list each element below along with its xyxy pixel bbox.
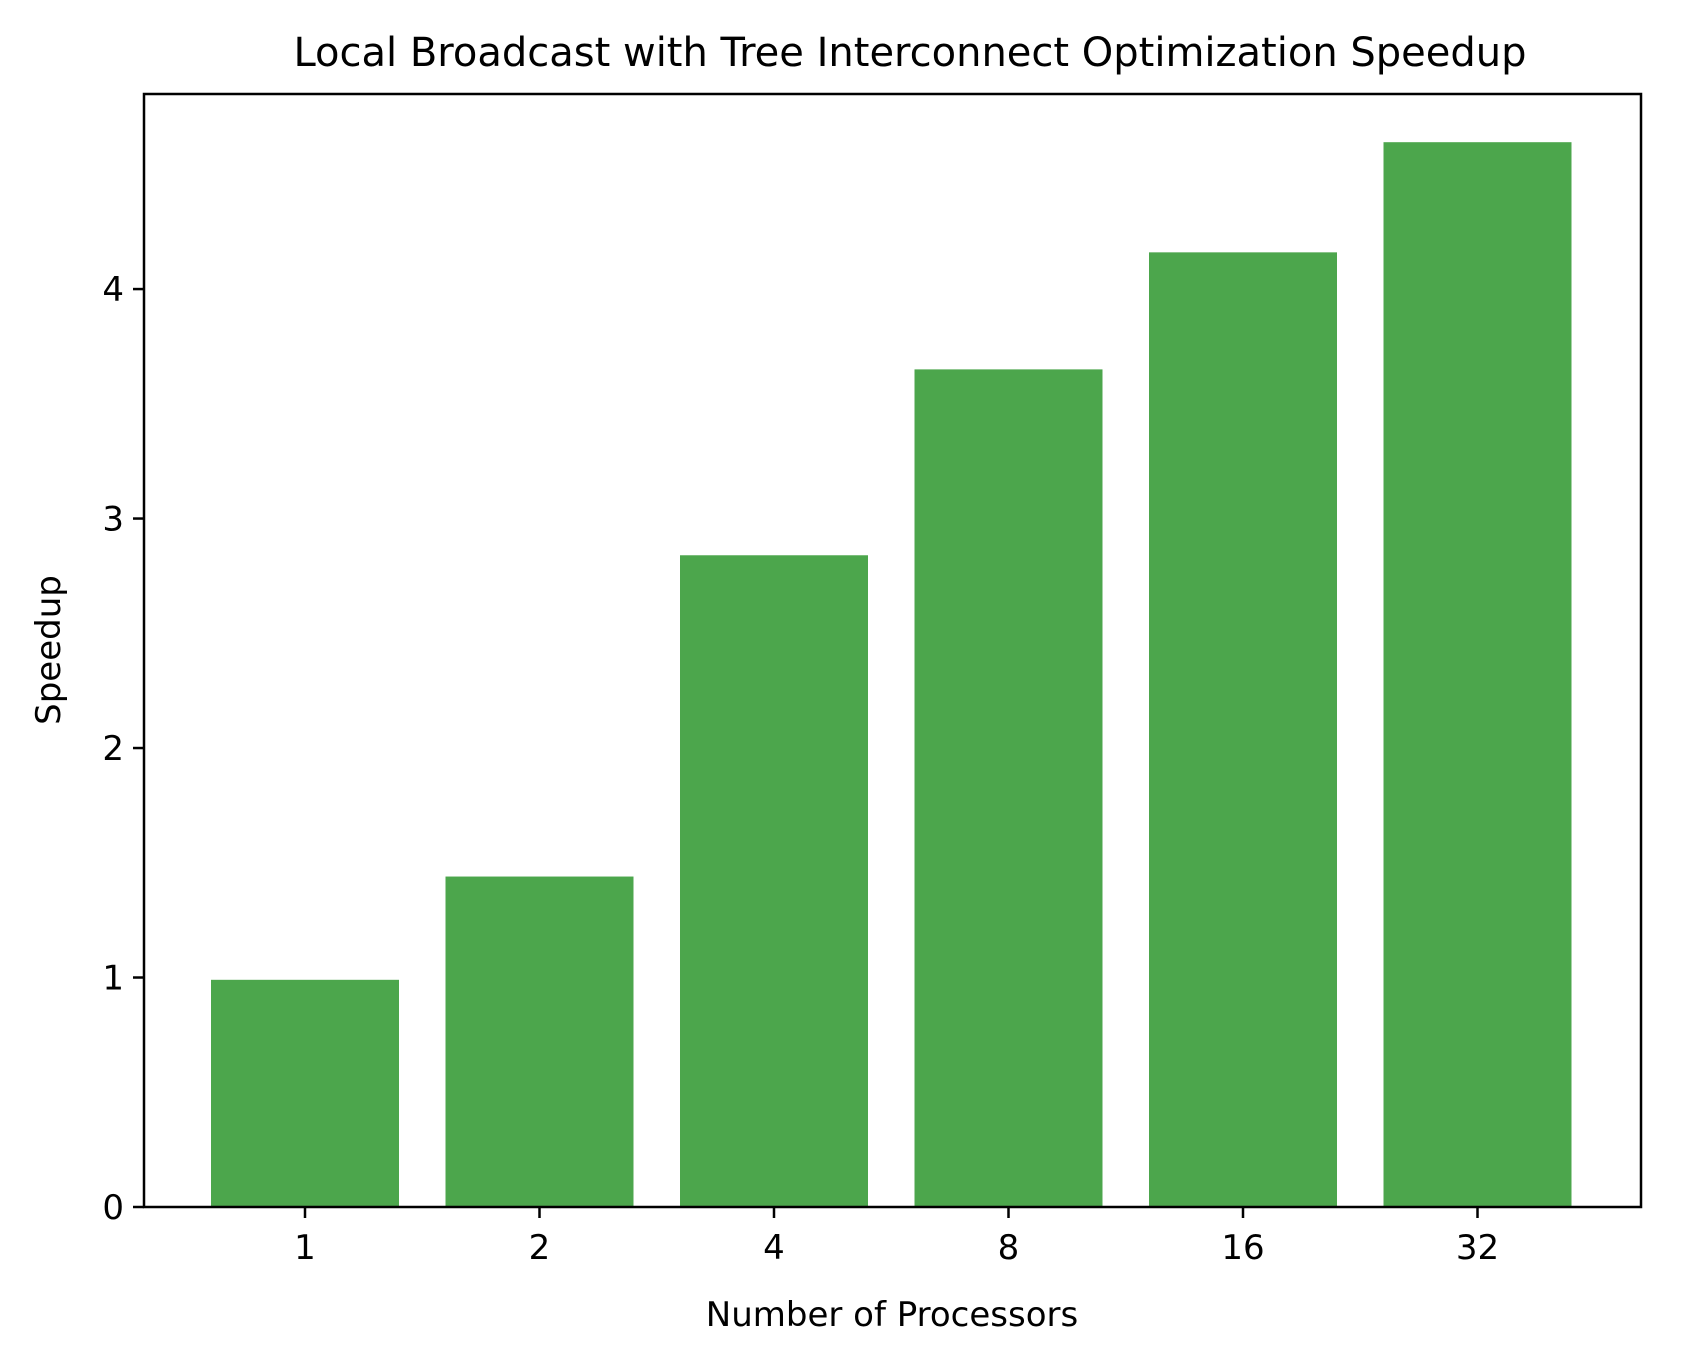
bar-2 [445, 876, 634, 1207]
x-tick-label: 16 [1221, 1228, 1264, 1268]
bar-16 [1149, 252, 1337, 1207]
y-tick-label: 2 [102, 729, 124, 769]
bar-1 [211, 979, 399, 1207]
y-tick-label: 1 [102, 959, 124, 999]
chart-title: Local Broadcast with Tree Interconnect O… [293, 30, 1526, 76]
y-tick-label: 4 [102, 270, 124, 310]
bars-group [211, 142, 1572, 1207]
x-tick-label: 2 [529, 1228, 551, 1268]
bar-8 [914, 369, 1103, 1207]
x-ticks-group: 1 2 4 8 16 32 [294, 1207, 1499, 1268]
y-axis-label: Speedup [29, 575, 69, 725]
x-tick-label: 4 [763, 1228, 785, 1268]
y-ticks-group: 0 1 2 3 4 [102, 270, 144, 1228]
bar-32 [1383, 142, 1572, 1207]
y-tick-label: 3 [102, 500, 124, 540]
bar-4 [680, 555, 868, 1207]
x-tick-label: 8 [998, 1228, 1020, 1268]
plot-frame [142, 92, 1643, 1209]
x-axis-label: Number of Processors [706, 1295, 1078, 1335]
x-tick-label: 1 [294, 1228, 316, 1268]
y-tick-label: 0 [102, 1188, 124, 1228]
x-tick-label: 32 [1456, 1228, 1499, 1268]
